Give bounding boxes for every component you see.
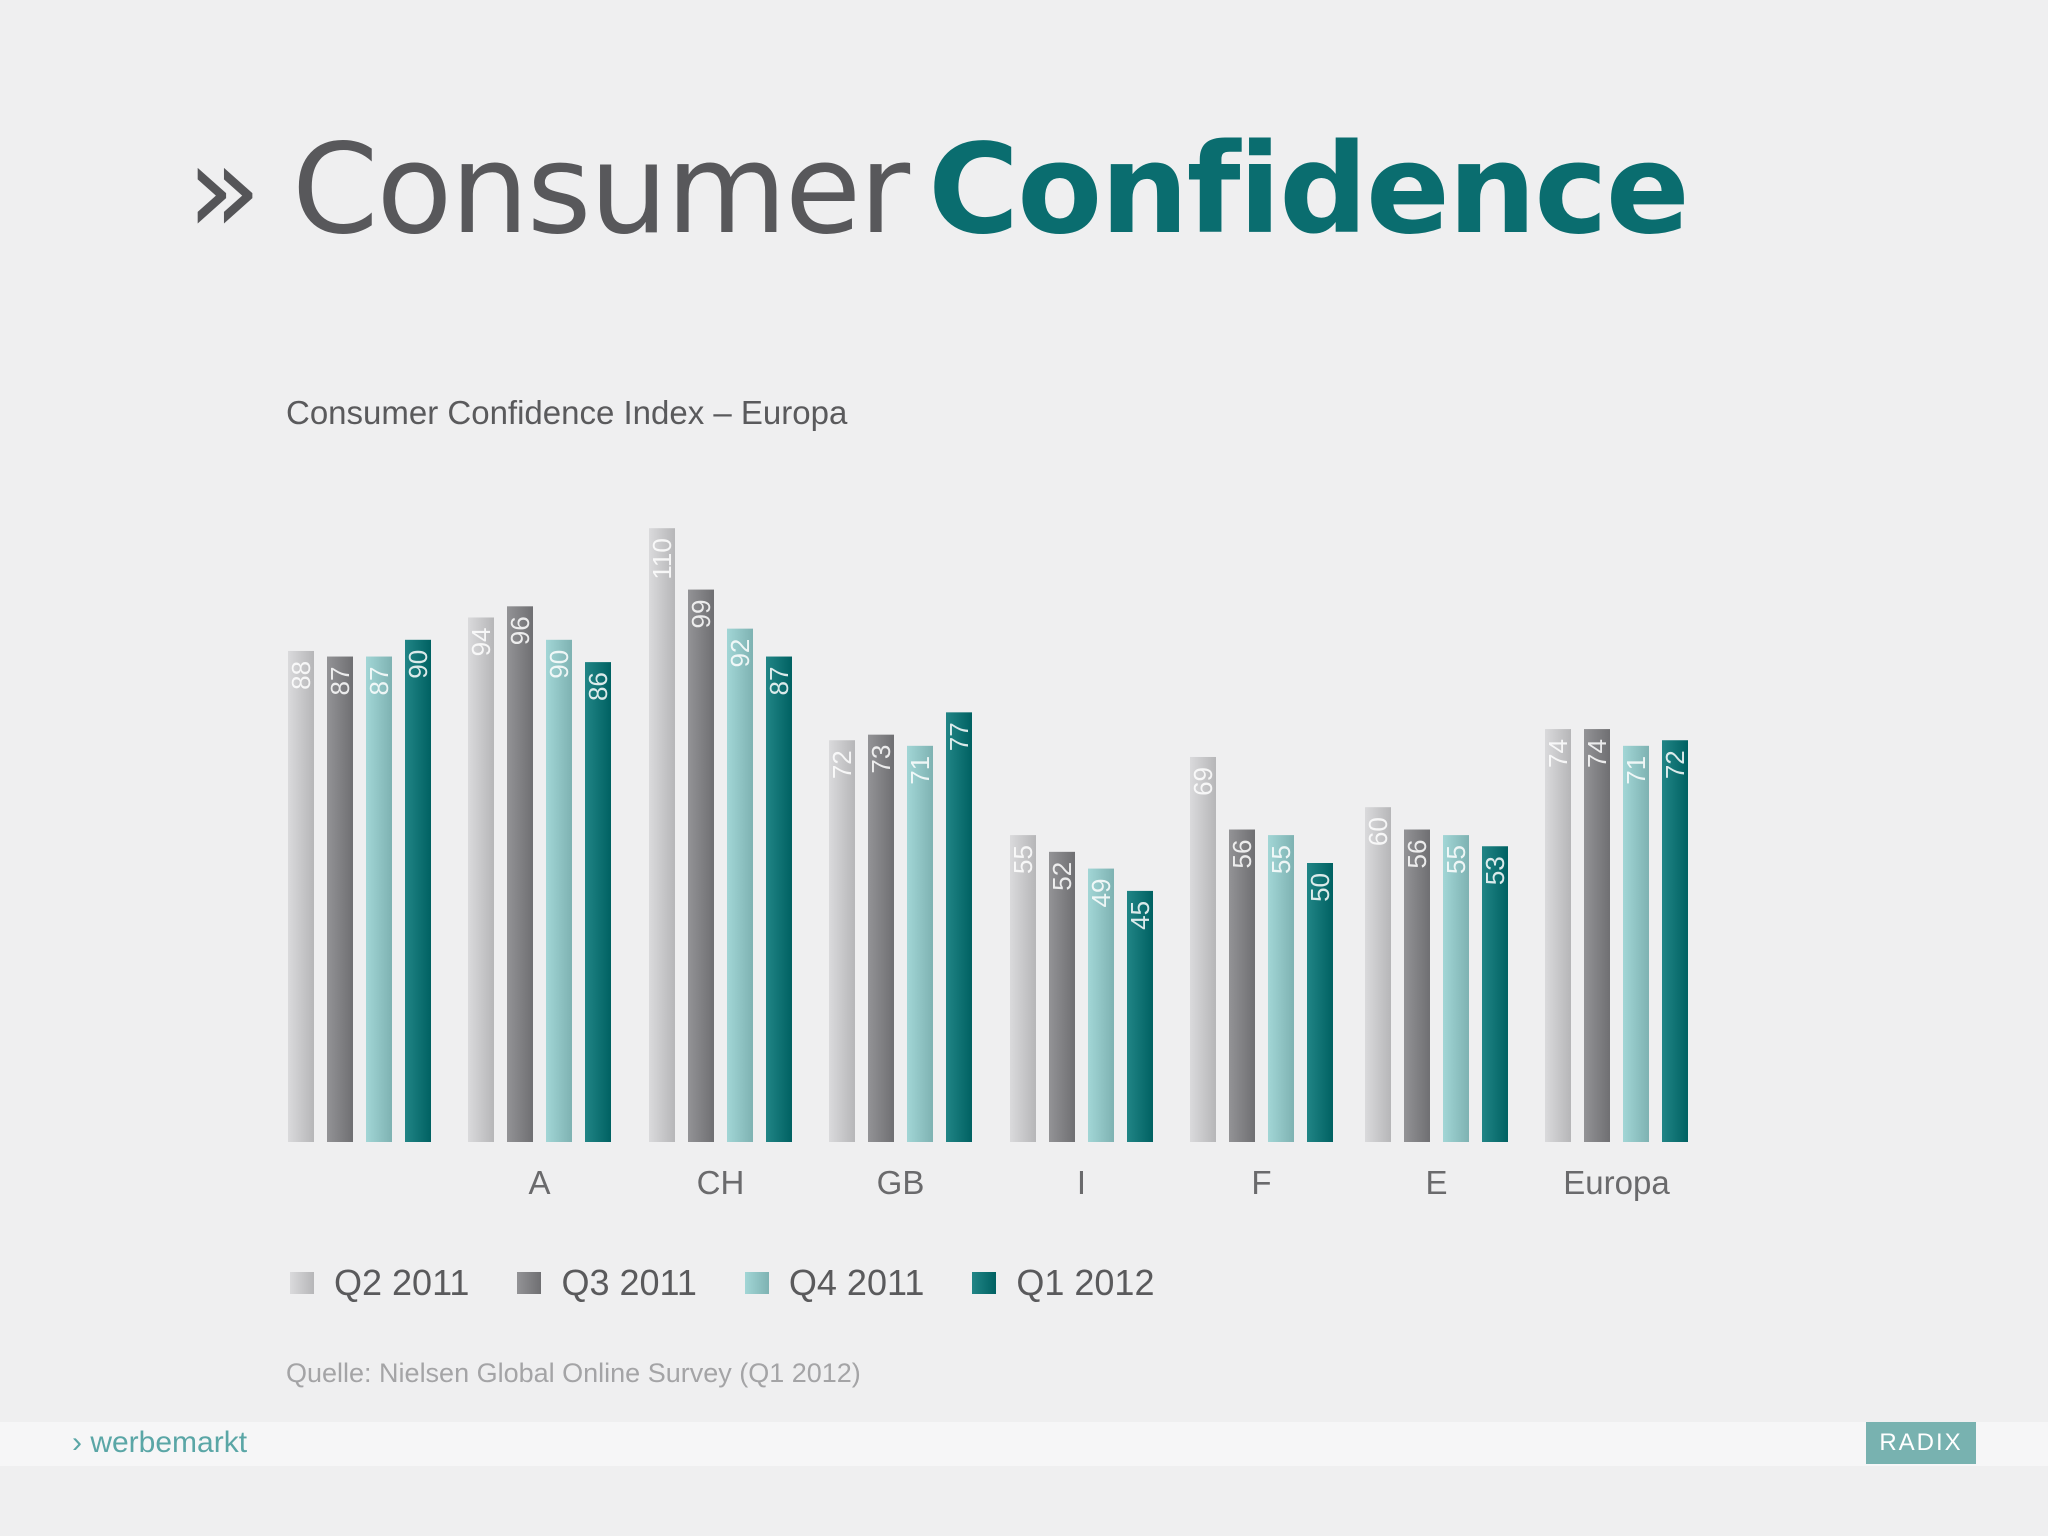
bar-E-Q3-2011: [1404, 829, 1430, 1142]
bar-value-label: 74: [1582, 739, 1612, 768]
bar-value-label: 50: [1305, 873, 1335, 902]
legend-swatch: [744, 1272, 769, 1294]
bar-I-Q3-2011: [1049, 851, 1075, 1142]
bar-A-Q1-2012: [585, 662, 611, 1142]
bar-Europa-Q2-2011: [1545, 729, 1571, 1142]
bar-value-label: 45: [1125, 901, 1155, 930]
bar-value-label: 71: [905, 756, 935, 785]
category-label: E: [1425, 1164, 1447, 1201]
chart-title: Consumer Confidence Index – Europa: [286, 394, 848, 431]
bar-value-label: 87: [764, 667, 794, 696]
bar-Europa-Q1-2012: [1662, 740, 1688, 1142]
legend-item: Q4 2011: [744, 1262, 925, 1304]
bar-value-label: 96: [505, 616, 535, 645]
bar-A-Q4-2011: [546, 639, 572, 1142]
legend-label: Q1 2012: [1016, 1262, 1155, 1303]
bar-CH-Q1-2012: [766, 656, 792, 1142]
bar-value-label: 74: [1543, 739, 1573, 768]
legend-item: Q3 2011: [517, 1262, 697, 1304]
source-note: Quelle: Nielsen Global Online Survey (Q1…: [286, 1358, 861, 1388]
page-title: » Consumer Confidence: [186, 128, 1690, 252]
bar-value-label: 72: [1660, 750, 1690, 779]
bar-value-label: 99: [686, 600, 716, 629]
legend-item: Q1 2012: [972, 1262, 1154, 1304]
bar-value-label: 86: [583, 672, 613, 701]
bar-group1-Q4-2011: [366, 656, 392, 1142]
bar-value-label: 110: [647, 538, 677, 579]
bar-I-Q2-2011: [1010, 835, 1036, 1142]
bar-value-label: 71: [1621, 756, 1651, 785]
legend-label: Q3 2011: [561, 1262, 697, 1303]
bar-I-Q1-2012: [1127, 890, 1153, 1142]
bar-value-label: 88: [286, 661, 316, 690]
bar-GB-Q2-2011: [829, 740, 855, 1142]
bar-group1-Q2-2011: [288, 650, 314, 1142]
bar-value-label: 73: [866, 745, 896, 774]
bar-A-Q3-2011: [507, 606, 533, 1142]
bar-CH-Q4-2011: [727, 628, 753, 1142]
bar-value-label: 55: [1441, 845, 1471, 874]
bar-value-label: 49: [1086, 879, 1116, 908]
legend-label: Q4 2011: [788, 1262, 925, 1303]
bar-value-label: 53: [1480, 856, 1510, 885]
legend-item: Q2 2011: [290, 1262, 469, 1304]
bar-value-label: 56: [1227, 840, 1257, 869]
radix-logo: RADIX: [1866, 1422, 1976, 1464]
chart-legend: Q2 2011 Q3 2011 Q4 2011 Q1 2012: [290, 1262, 1202, 1304]
bar-I-Q4-2011: [1088, 868, 1114, 1142]
category-label: Europa: [1563, 1164, 1670, 1201]
bar-F-Q4-2011: [1268, 835, 1294, 1142]
legend-label: Q2 2011: [334, 1262, 470, 1303]
bar-GB-Q4-2011: [907, 745, 933, 1142]
bar-F-Q3-2011: [1229, 829, 1255, 1142]
bar-A-Q2-2011: [468, 617, 494, 1142]
bar-value-label: 52: [1047, 862, 1077, 891]
category-label: I: [1077, 1164, 1086, 1201]
bar-Europa-Q4-2011: [1623, 745, 1649, 1142]
legend-swatch: [972, 1272, 997, 1294]
legend-swatch: [517, 1272, 542, 1294]
bar-CH-Q3-2011: [688, 589, 714, 1142]
title-chevron: »: [186, 118, 262, 262]
category-label: A: [528, 1164, 550, 1201]
legend-swatch: [290, 1272, 314, 1294]
title-bold: Confidence: [928, 118, 1690, 262]
footer-strip: [0, 1422, 2048, 1466]
bar-value-label: 92: [725, 639, 755, 668]
bar-group1-Q1-2012: [405, 639, 431, 1142]
bar-Europa-Q3-2011: [1584, 729, 1610, 1142]
bar-CH-Q2-2011: [649, 528, 675, 1142]
bar-chart: 88 87 87 90 94 96 90 86 110 99 92 87 72 73 71 77 55 52 49 4…: [286, 528, 1690, 1201]
bar-value-label: 72: [827, 750, 857, 779]
bar-value-label: 55: [1008, 845, 1038, 874]
footer-brand: › werbemarkt: [72, 1426, 248, 1459]
bar-value-label: 87: [364, 667, 394, 696]
bar-value-label: 55: [1266, 845, 1296, 874]
category-label: F: [1251, 1164, 1271, 1201]
bar-F-Q1-2012: [1307, 863, 1333, 1142]
bar-value-label: 90: [403, 650, 433, 679]
bar-value-label: 77: [944, 722, 974, 751]
bar-group1-Q3-2011: [327, 656, 353, 1142]
bar-E-Q4-2011: [1443, 835, 1469, 1142]
bar-value-label: 94: [466, 627, 496, 656]
bar-value-label: 87: [325, 667, 355, 696]
bar-value-label: 60: [1363, 817, 1393, 846]
bar-E-Q2-2011: [1365, 807, 1391, 1142]
bar-value-label: 56: [1402, 840, 1432, 869]
bar-F-Q2-2011: [1190, 756, 1216, 1142]
bar-value-label: 69: [1188, 767, 1218, 796]
bar-value-label: 90: [544, 650, 574, 679]
category-label: GB: [877, 1164, 925, 1201]
bar-GB-Q3-2011: [868, 734, 894, 1142]
category-label: CH: [697, 1164, 745, 1201]
bar-GB-Q1-2012: [946, 712, 972, 1142]
title-light: Consumer: [291, 118, 910, 262]
bar-E-Q1-2012: [1482, 846, 1508, 1142]
